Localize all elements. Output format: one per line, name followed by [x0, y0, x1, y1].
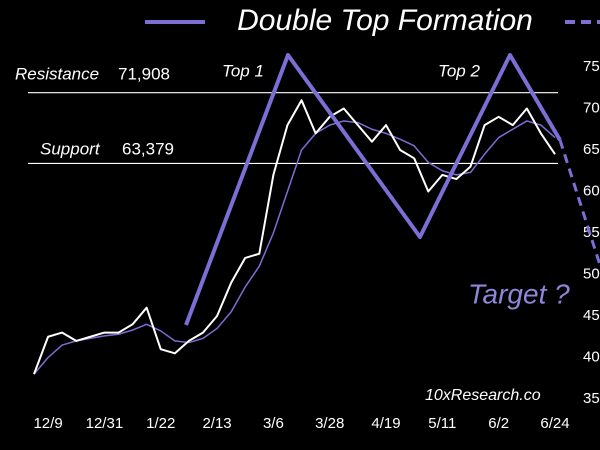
series-line: [33, 120, 556, 375]
y-tick-label: 70: [583, 99, 600, 116]
y-tick-label: 75: [583, 58, 600, 75]
x-tick-label: 5/11: [428, 415, 456, 432]
pattern-line: [184, 53, 562, 326]
y-tick-label: 55: [583, 224, 600, 241]
x-tick-label: 6/24: [540, 415, 569, 432]
x-tick-label: 1/22: [146, 415, 175, 432]
y-tick-label: 35: [583, 390, 600, 407]
x-tick-label: 3/6: [263, 415, 284, 432]
top2-label: Top 2: [438, 61, 480, 80]
x-tick-label: 4/19: [371, 415, 400, 432]
y-tick-label: 65: [583, 141, 600, 158]
chart-title: Double Top Formation: [237, 4, 533, 37]
x-tick-label: 12/9: [33, 415, 62, 432]
y-tick-label: 40: [583, 348, 600, 365]
plot: 35 40 45 50 55 60 65 70 75 12/9 12/31 1/22 2/13 3/6 3/…: [15, 58, 600, 432]
resistance-label: Resistance: [15, 64, 99, 83]
target-label: Target ?: [468, 278, 570, 309]
y-tick-label: 50: [583, 265, 600, 282]
y-tick-label: 45: [583, 307, 600, 324]
source-label: 10xResearch.co: [425, 387, 541, 404]
x-tick-label: 2/13: [202, 415, 231, 432]
series-line: [33, 99, 556, 375]
top1-label: Top 1: [222, 61, 264, 80]
support-label: Support: [40, 139, 101, 158]
support-value: 63,379: [122, 139, 174, 158]
resistance-value: 71,908: [118, 64, 170, 83]
pattern-projection: [558, 139, 600, 266]
x-tick-label: 12/31: [86, 415, 124, 432]
x-tick-label: 3/28: [315, 415, 344, 432]
y-tick-label: 60: [583, 182, 600, 199]
x-tick-label: 6/2: [488, 415, 509, 432]
